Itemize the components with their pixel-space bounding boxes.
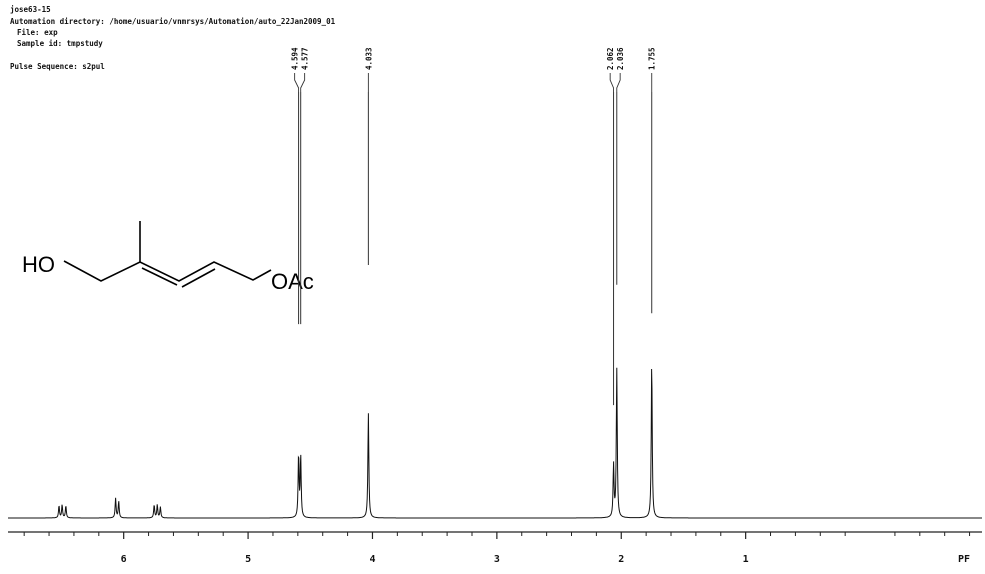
x-tick-label: 2 (618, 554, 624, 565)
automation-directory: Automation directory: /home/usuario/vnmr… (10, 17, 336, 26)
x-tick-label: 4 (369, 554, 375, 565)
double-bond-1 (141, 267, 178, 286)
x-tick-label: 1 (743, 554, 749, 565)
acetate-label: OAc (271, 269, 314, 294)
molecule-structure: HO OAc (22, 221, 314, 294)
pulse-sequence: Pulse Sequence: s2pul (10, 62, 105, 71)
hydroxyl-label: HO (22, 252, 55, 277)
x-axis-ticks: 6 5 4 3 2 1 (121, 532, 749, 565)
double-bond-2 (181, 268, 216, 288)
peak-label-leader (294, 73, 300, 92)
x-tick-label: 3 (494, 554, 500, 565)
x-tick-label: 5 (245, 554, 251, 565)
peak-label: 2.062 (606, 47, 615, 70)
x-axis-unit-label: PF (958, 554, 970, 565)
peak-label: 4.577 (301, 47, 310, 70)
sample-name: jose63-15 (10, 5, 51, 14)
peak-label-leader (616, 73, 621, 92)
molecule-skeleton (63, 260, 272, 282)
x-tick-label: 6 (121, 554, 127, 565)
peak-label: 4.594 (291, 47, 300, 70)
peak-label: 2.036 (616, 47, 625, 70)
peak-label-leader (609, 73, 614, 92)
x-axis-minor-ticks (23, 532, 971, 536)
peak-label: 1.755 (648, 47, 657, 70)
integral-lines (298, 92, 653, 406)
file-name: File: exp (17, 28, 58, 37)
spectrum-trace (8, 367, 982, 519)
peak-label: 4.033 (364, 47, 373, 70)
peak-label-leader (300, 73, 306, 92)
sample-id: Sample id: tmpstudy (17, 39, 103, 48)
peak-labels: 4.594 4.577 4.033 2.062 2.036 1.755 (291, 47, 657, 92)
